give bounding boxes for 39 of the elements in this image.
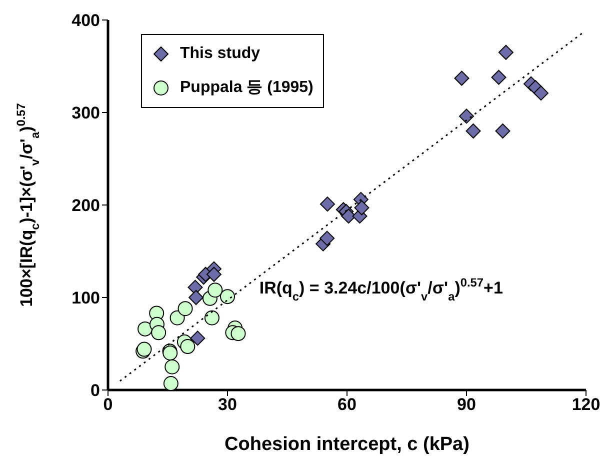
point [354, 200, 370, 216]
y-tick-label: 0 [90, 381, 100, 400]
point [180, 339, 196, 354]
x-tick-label: 90 [457, 395, 476, 414]
point [151, 325, 166, 340]
point [341, 208, 356, 224]
point [163, 376, 178, 390]
point [498, 44, 514, 60]
point [190, 330, 206, 346]
point [138, 321, 153, 336]
y-tick-label: 400 [72, 11, 100, 30]
x-axis-title: Cohesion intercept, c (kPa) [224, 434, 470, 455]
point [204, 310, 220, 326]
point [495, 124, 510, 138]
point [188, 290, 204, 305]
y-tick-label: 300 [72, 104, 100, 123]
point [178, 301, 193, 316]
y-tick-label: 100 [72, 288, 100, 308]
point [320, 230, 335, 246]
point [320, 196, 335, 212]
point [230, 326, 246, 342]
x-tick-label: 60 [338, 395, 356, 414]
point [459, 108, 474, 124]
x-tick-label: 30 [218, 395, 237, 414]
text: IR(q$_{c}$) = 3.24c/100(σ'$_{v}$/σ'$_{a}$)$^{0.57}$+1 [259, 275, 503, 304]
point [208, 282, 223, 298]
legend-label: This study [180, 44, 260, 64]
point [220, 289, 235, 304]
point [533, 86, 548, 101]
point [170, 310, 185, 326]
x-tick-label: 120 [572, 395, 600, 414]
point [206, 266, 222, 282]
legend-label: Puppala 등 (1995) [180, 78, 314, 98]
point [491, 70, 506, 85]
x-tick-label: 0 [103, 395, 113, 414]
point [466, 124, 481, 138]
point [454, 70, 470, 86]
point [164, 359, 180, 374]
y-tick-label: 200 [72, 196, 100, 216]
